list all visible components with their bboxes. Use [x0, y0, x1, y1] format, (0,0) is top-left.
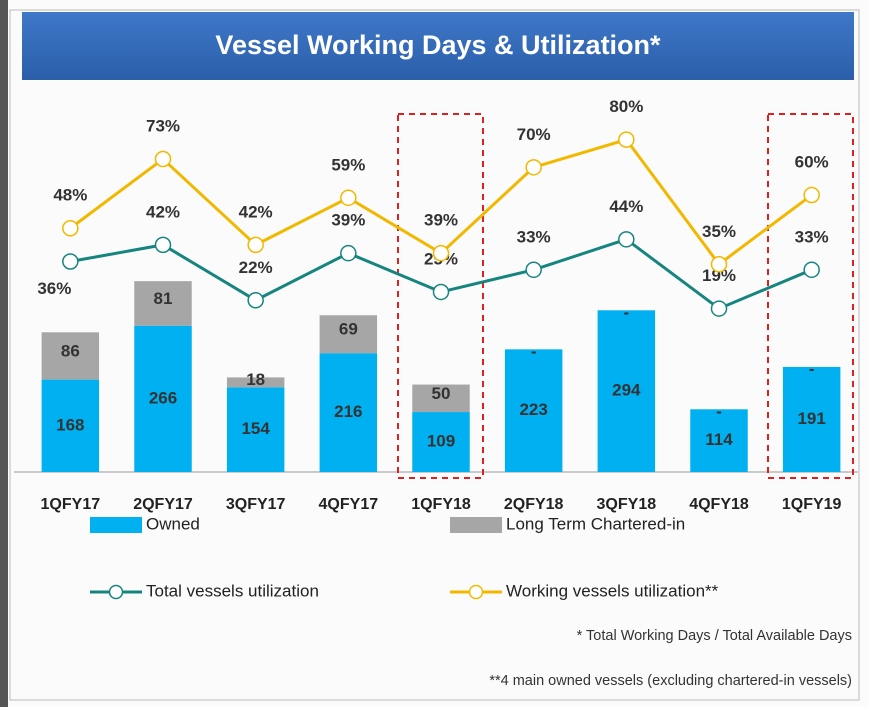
data-label: 33%	[795, 227, 829, 246]
footnote: * Total Working Days / Total Available D…	[577, 628, 852, 644]
bar	[134, 325, 192, 472]
x-tick-label: 1QFY18	[411, 496, 471, 513]
data-label: 109	[427, 432, 455, 451]
bar	[134, 281, 192, 326]
marker	[340, 244, 357, 262]
data-label: 33%	[517, 227, 551, 246]
frame-edge	[0, 0, 8, 707]
data-label: 19%	[702, 266, 736, 285]
x-tick-label: 1QFY17	[41, 496, 101, 513]
bar	[319, 353, 378, 472]
marker	[618, 131, 635, 148]
frame	[9, 9, 860, 701]
bar	[412, 412, 470, 472]
data-label: 44%	[609, 197, 643, 216]
marker	[62, 253, 79, 270]
bar	[226, 377, 285, 388]
data-label: 114	[705, 430, 733, 449]
legend-swatch	[90, 517, 142, 533]
bar	[41, 332, 100, 380]
title-banner	[22, 12, 854, 80]
data-label: 39%	[331, 211, 365, 230]
marker	[525, 261, 542, 279]
data-label: 60%	[795, 153, 829, 172]
marker	[525, 159, 542, 176]
marker	[710, 300, 728, 317]
data-label: 36%	[37, 279, 71, 298]
highlight-box	[767, 113, 854, 479]
x-tick-label: 4QFY17	[319, 496, 379, 513]
data-label: 69	[339, 320, 358, 339]
data-label: 154	[241, 419, 270, 438]
marker	[710, 256, 728, 273]
footnote: **4 main owned vessels (excluding charte…	[489, 673, 852, 689]
legend-swatch	[468, 584, 484, 600]
data-label: 22%	[239, 258, 273, 277]
data-label: -	[623, 303, 629, 322]
marker	[618, 231, 635, 248]
data-label: 81	[154, 289, 173, 308]
legend-swatch	[108, 584, 124, 600]
bar	[504, 349, 563, 472]
data-label: 80%	[609, 97, 643, 116]
data-label: 266	[149, 388, 177, 407]
data-label: 48%	[53, 186, 87, 205]
x-tick-label: 2QFY17	[133, 496, 193, 513]
data-label: 223	[519, 400, 547, 419]
data-label: 35%	[702, 222, 736, 241]
marker	[247, 236, 264, 254]
marker	[62, 220, 79, 237]
bar	[597, 310, 656, 472]
legend-label: Owned	[146, 514, 200, 533]
data-label: 294	[612, 381, 641, 400]
marker	[803, 261, 820, 279]
marker	[154, 150, 172, 168]
bar	[41, 379, 100, 472]
bar	[226, 387, 285, 472]
data-label: 42%	[146, 202, 180, 221]
marker	[803, 186, 820, 204]
data-label: 42%	[239, 202, 273, 221]
data-label: 70%	[517, 125, 551, 144]
data-label: -	[716, 402, 722, 421]
highlight-box	[397, 113, 484, 479]
data-label: 59%	[331, 155, 365, 174]
data-label: 191	[797, 409, 825, 428]
bar	[782, 366, 841, 472]
legend-swatch	[450, 517, 502, 533]
data-label: 86	[61, 341, 80, 360]
marker	[154, 236, 172, 254]
x-tick-label: 1QFY19	[782, 496, 842, 513]
x-tick-label: 2QFY18	[504, 496, 564, 513]
data-label: 168	[56, 415, 84, 434]
legend-label: Working vessels utilization**	[506, 581, 719, 600]
bar	[412, 384, 470, 413]
marker	[340, 189, 357, 207]
data-label: -	[531, 342, 537, 361]
data-label: 216	[334, 402, 362, 421]
bar	[690, 409, 748, 472]
chart-title: Vessel Working Days & Utilization*	[215, 30, 661, 60]
legend-label: Long Term Chartered-in	[506, 514, 685, 533]
x-tick-label: 3QFY18	[597, 496, 657, 513]
x-tick-label: 3QFY17	[226, 496, 286, 513]
data-label: 18	[246, 370, 265, 389]
marker	[432, 244, 450, 262]
marker	[247, 292, 264, 309]
data-label: 39%	[424, 211, 458, 230]
data-label: 73%	[146, 116, 180, 135]
data-label: 50	[432, 384, 451, 403]
x-tick-label: 4QFY18	[689, 496, 749, 513]
marker	[432, 283, 450, 301]
legend-label: Total vessels utilization	[146, 581, 319, 600]
data-label: -	[809, 359, 815, 378]
bar	[319, 315, 378, 354]
